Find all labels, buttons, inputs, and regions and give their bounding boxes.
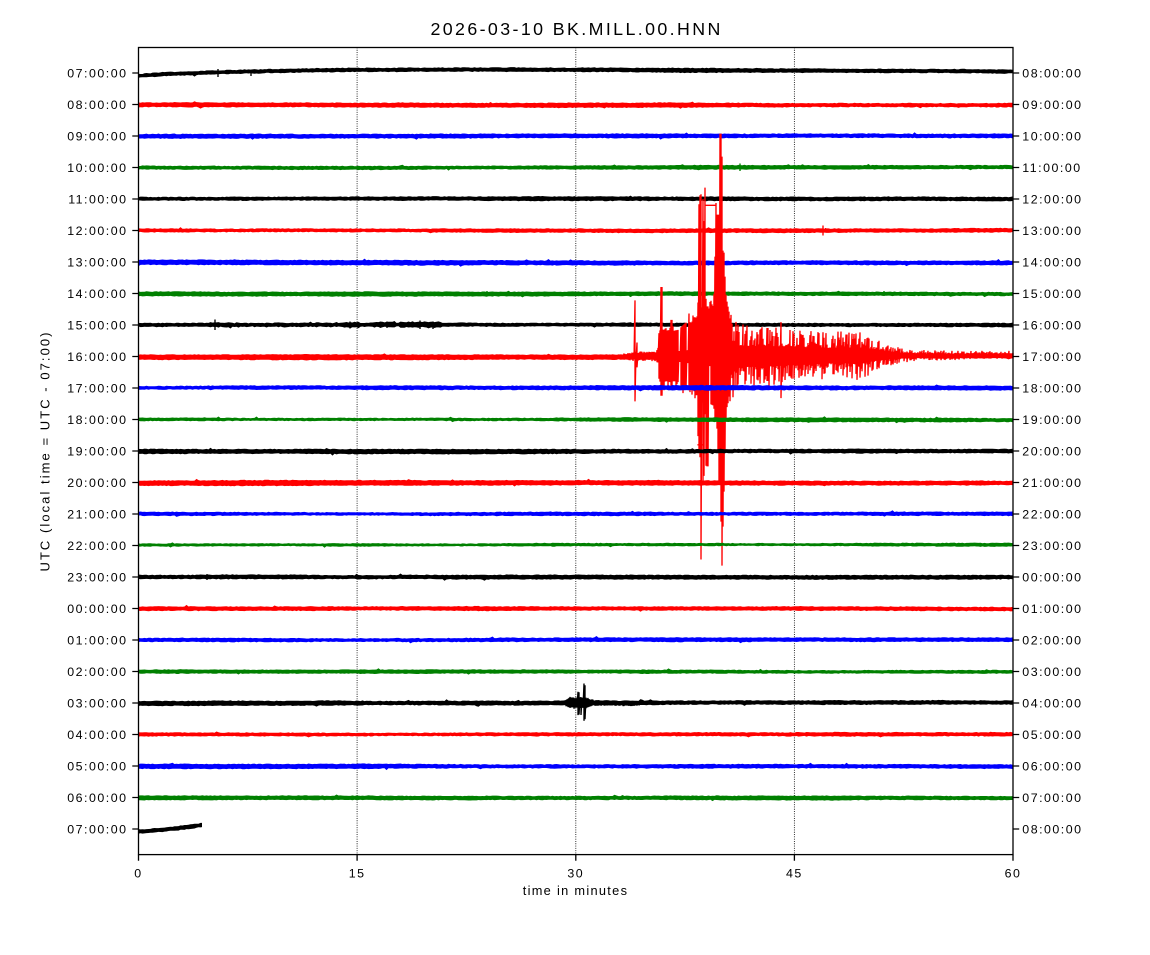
svg-text:09:00:00: 09:00:00 <box>67 129 127 143</box>
svg-text:19:00:00: 19:00:00 <box>1022 413 1082 427</box>
svg-text:30: 30 <box>567 867 584 881</box>
svg-text:11:00:00: 11:00:00 <box>68 192 127 206</box>
svg-text:17:00:00: 17:00:00 <box>1022 350 1082 364</box>
svg-text:18:00:00: 18:00:00 <box>67 413 127 427</box>
svg-text:14:00:00: 14:00:00 <box>1022 255 1082 269</box>
svg-text:2026-03-10 BK.MILL.00.HNN: 2026-03-10 BK.MILL.00.HNN <box>430 19 722 39</box>
svg-text:07:00:00: 07:00:00 <box>1022 791 1082 805</box>
svg-text:09:00:00: 09:00:00 <box>1022 98 1082 112</box>
svg-text:05:00:00: 05:00:00 <box>1022 728 1082 742</box>
svg-text:10:00:00: 10:00:00 <box>1022 129 1082 143</box>
svg-text:11:00:00: 11:00:00 <box>1022 161 1081 175</box>
svg-text:08:00:00: 08:00:00 <box>1022 822 1082 836</box>
svg-text:15: 15 <box>349 867 366 881</box>
svg-text:15:00:00: 15:00:00 <box>67 318 127 332</box>
svg-text:01:00:00: 01:00:00 <box>1022 602 1082 616</box>
svg-text:08:00:00: 08:00:00 <box>67 98 127 112</box>
svg-text:23:00:00: 23:00:00 <box>67 570 127 584</box>
svg-text:0: 0 <box>134 867 142 881</box>
svg-text:03:00:00: 03:00:00 <box>67 696 127 710</box>
svg-text:15:00:00: 15:00:00 <box>1022 287 1082 301</box>
svg-text:16:00:00: 16:00:00 <box>67 350 127 364</box>
svg-text:02:00:00: 02:00:00 <box>67 665 127 679</box>
svg-text:01:00:00: 01:00:00 <box>67 633 127 647</box>
svg-text:23:00:00: 23:00:00 <box>1022 539 1082 553</box>
svg-text:10:00:00: 10:00:00 <box>67 161 127 175</box>
svg-text:21:00:00: 21:00:00 <box>67 507 127 521</box>
svg-text:20:00:00: 20:00:00 <box>67 476 127 490</box>
svg-text:21:00:00: 21:00:00 <box>1022 476 1082 490</box>
svg-text:17:00:00: 17:00:00 <box>67 381 127 395</box>
svg-text:07:00:00: 07:00:00 <box>67 822 127 836</box>
svg-text:04:00:00: 04:00:00 <box>67 728 127 742</box>
svg-text:22:00:00: 22:00:00 <box>1022 507 1082 521</box>
svg-text:UTC (local time = UTC - 07:00): UTC (local time = UTC - 07:00) <box>38 330 53 571</box>
svg-text:12:00:00: 12:00:00 <box>1022 192 1082 206</box>
svg-text:08:00:00: 08:00:00 <box>1022 66 1082 80</box>
svg-text:02:00:00: 02:00:00 <box>1022 633 1082 647</box>
svg-text:05:00:00: 05:00:00 <box>67 759 127 773</box>
svg-text:12:00:00: 12:00:00 <box>67 224 127 238</box>
svg-text:22:00:00: 22:00:00 <box>67 539 127 553</box>
svg-text:03:00:00: 03:00:00 <box>1022 665 1082 679</box>
svg-text:45: 45 <box>786 867 803 881</box>
svg-text:14:00:00: 14:00:00 <box>67 287 127 301</box>
svg-text:06:00:00: 06:00:00 <box>67 791 127 805</box>
svg-text:13:00:00: 13:00:00 <box>67 255 127 269</box>
svg-text:06:00:00: 06:00:00 <box>1022 759 1082 773</box>
svg-text:00:00:00: 00:00:00 <box>1022 570 1082 584</box>
svg-text:16:00:00: 16:00:00 <box>1022 318 1082 332</box>
svg-text:04:00:00: 04:00:00 <box>1022 696 1082 710</box>
svg-text:20:00:00: 20:00:00 <box>1022 444 1082 458</box>
svg-text:07:00:00: 07:00:00 <box>67 66 127 80</box>
svg-text:time in minutes: time in minutes <box>523 883 629 898</box>
svg-text:13:00:00: 13:00:00 <box>1022 224 1082 238</box>
svg-text:60: 60 <box>1005 867 1022 881</box>
svg-text:18:00:00: 18:00:00 <box>1022 381 1082 395</box>
svg-text:19:00:00: 19:00:00 <box>67 444 127 458</box>
svg-text:00:00:00: 00:00:00 <box>67 602 127 616</box>
